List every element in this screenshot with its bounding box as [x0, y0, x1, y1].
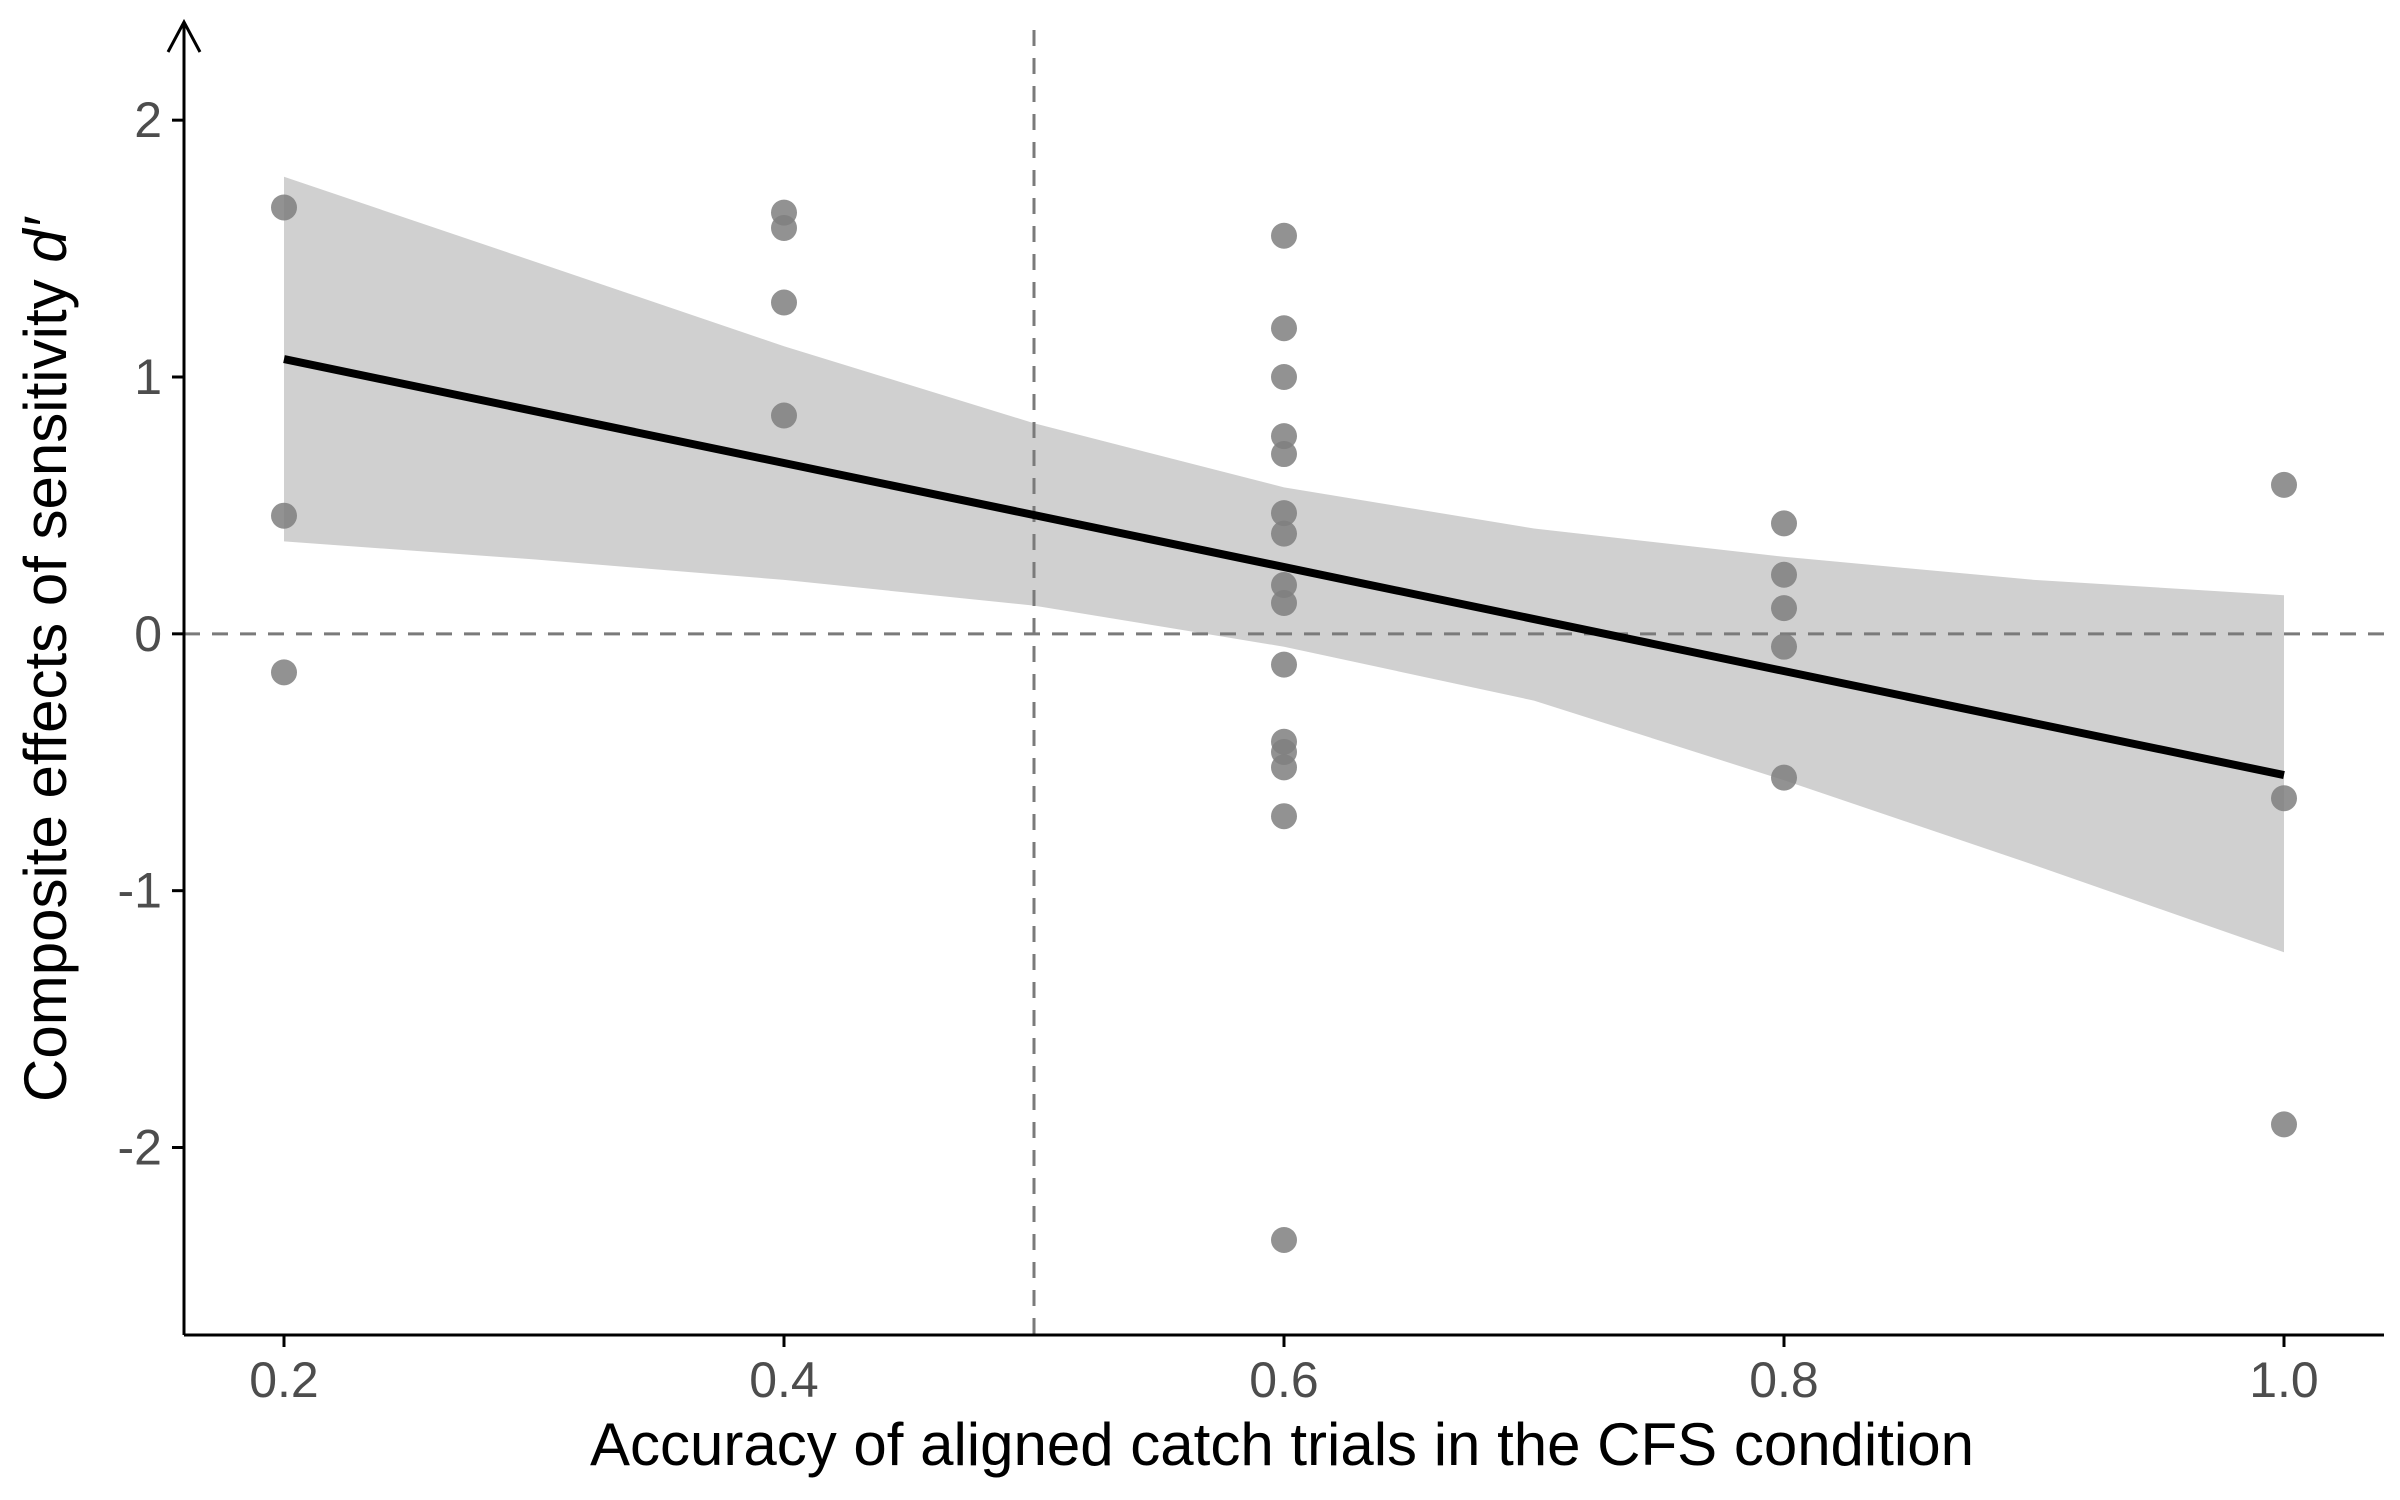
data-point [771, 215, 797, 242]
data-point [1771, 561, 1797, 588]
data-point [1271, 315, 1297, 342]
fit-line [283, 355, 2285, 780]
data-point [1271, 754, 1297, 781]
reference-lines-layer [184, 30, 2384, 1335]
data-point [1271, 222, 1297, 249]
data-point [1271, 1226, 1297, 1253]
y-tick-label: 2 [134, 92, 162, 148]
data-point [771, 402, 797, 429]
data-point [271, 659, 297, 686]
data-point [271, 194, 297, 221]
data-point [1771, 595, 1797, 622]
data-point [771, 289, 797, 316]
data-point [1271, 572, 1297, 599]
data-point [1771, 633, 1797, 660]
data-point [1271, 423, 1297, 450]
data-point [1271, 803, 1297, 830]
data-point [1271, 500, 1297, 527]
data-point [1271, 520, 1297, 547]
y-tick-label: -1 [118, 863, 162, 919]
y-tick-label: 0 [134, 606, 162, 662]
x-tick-label: 0.2 [249, 1352, 319, 1408]
y-tick-label: 1 [134, 349, 162, 405]
x-tick-label: 0.6 [1249, 1352, 1319, 1408]
y-axis-arrow-icon [166, 18, 202, 53]
data-point [271, 502, 297, 529]
x-axis-title: Accuracy of aligned catch trials in the … [590, 1411, 1974, 1478]
y-tick-label: -2 [118, 1120, 162, 1176]
data-point [2271, 471, 2297, 498]
x-tick-label: 1.0 [2249, 1352, 2319, 1408]
data-point [1271, 441, 1297, 468]
data-point [1271, 590, 1297, 617]
data-point [1271, 651, 1297, 678]
fit-line-layer [283, 355, 2285, 780]
data-point [2271, 785, 2297, 812]
data-point [1271, 364, 1297, 391]
x-tick-label: 0.8 [1749, 1352, 1819, 1408]
x-tick-label: 0.4 [749, 1352, 819, 1408]
y-axis-title: Composite effects of sensitivity d′ [12, 216, 79, 1102]
data-point [2271, 1111, 2297, 1138]
data-points-layer [271, 194, 2297, 1253]
ticks-layer: 0.2 0.4 0.6 0.8 1.0 2 1 0 -1 -2 [118, 92, 2319, 1408]
data-point [1771, 510, 1797, 537]
data-point [1771, 764, 1797, 791]
y-axis-title-italic: d′ [12, 216, 79, 262]
y-axis-title-main: Composite effects of sensitivity [12, 263, 79, 1102]
